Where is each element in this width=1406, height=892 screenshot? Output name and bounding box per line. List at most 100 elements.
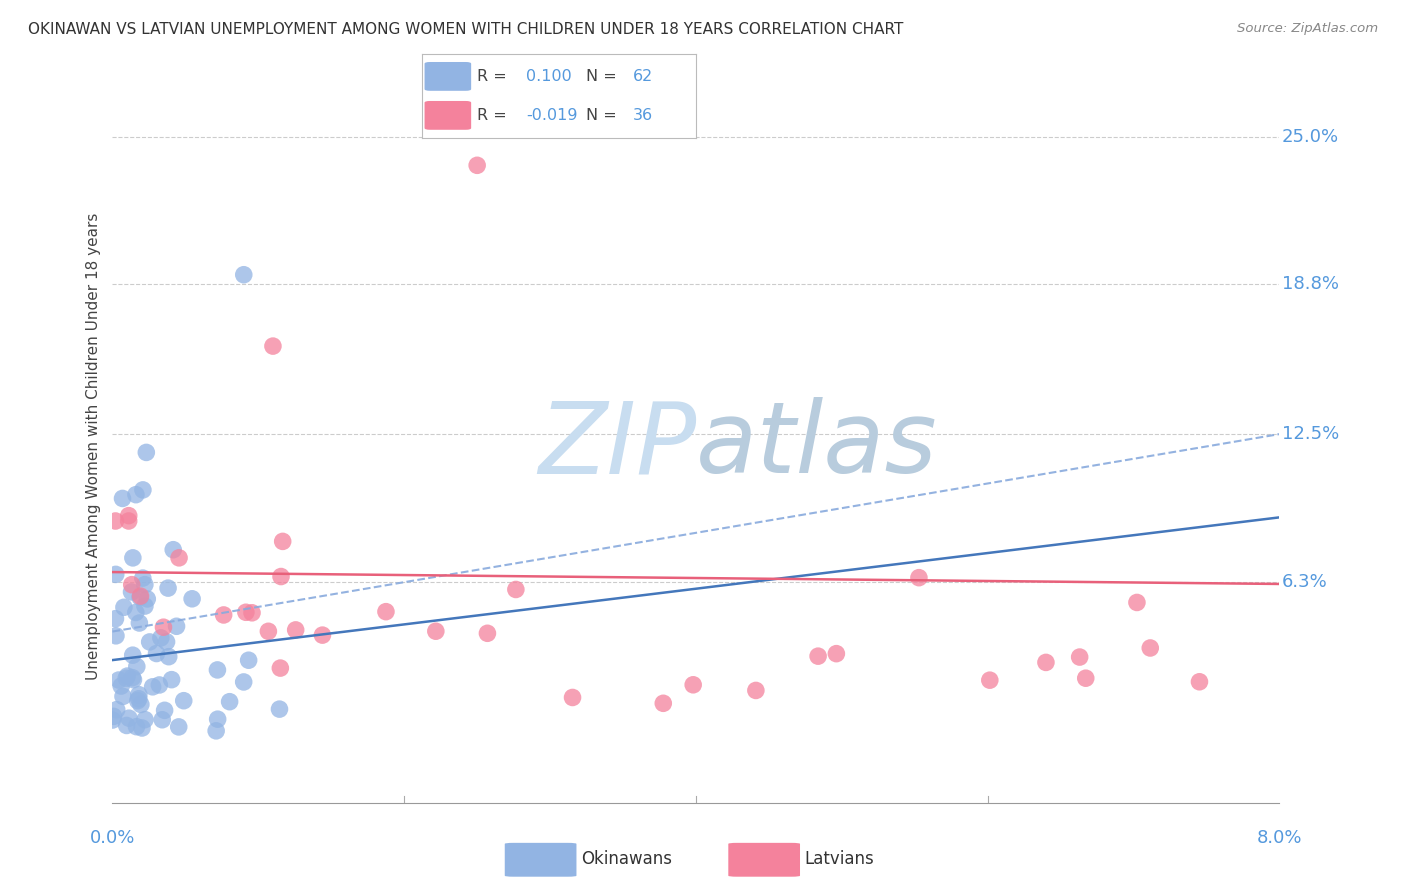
Point [132, 571, 155, 585]
Point [505, 582, 527, 597]
Y-axis label: Unemployment Among Women with Children Under 18 years: Unemployment Among Women with Children U… [86, 212, 101, 680]
Point [136, 591, 159, 606]
Point [153, 703, 176, 717]
Point [118, 514, 141, 528]
Text: 62: 62 [633, 69, 654, 84]
Text: 6.3%: 6.3% [1282, 573, 1327, 591]
Point [979, 673, 1001, 688]
Point [104, 612, 127, 626]
Point [745, 683, 768, 698]
Point [166, 619, 188, 633]
Point [270, 569, 292, 583]
Point [284, 623, 307, 637]
Point [157, 581, 180, 595]
Point [152, 620, 174, 634]
Point [561, 690, 583, 705]
Point [181, 591, 204, 606]
Point [232, 675, 254, 690]
Point [262, 339, 284, 353]
Point [652, 696, 675, 710]
Point [465, 158, 488, 172]
Point [121, 550, 143, 565]
Point [101, 713, 124, 727]
Point [128, 688, 150, 702]
Point [104, 514, 127, 528]
Point [477, 626, 499, 640]
Text: R =: R = [477, 108, 506, 123]
Text: 12.5%: 12.5% [1282, 425, 1339, 443]
Point [1035, 656, 1057, 670]
Point [145, 647, 167, 661]
Point [311, 628, 333, 642]
Point [235, 605, 257, 619]
Text: 36: 36 [633, 108, 652, 123]
Text: OKINAWAN VS LATVIAN UNEMPLOYMENT AMONG WOMEN WITH CHILDREN UNDER 18 YEARS CORREL: OKINAWAN VS LATVIAN UNEMPLOYMENT AMONG W… [28, 22, 904, 37]
Text: Latvians: Latvians [804, 849, 875, 868]
Point [155, 635, 177, 649]
Text: Okinawans: Okinawans [581, 849, 672, 868]
Point [682, 678, 704, 692]
Point [121, 585, 143, 599]
Point [908, 571, 931, 585]
Point [118, 508, 141, 523]
Point [121, 648, 143, 663]
Point [127, 694, 149, 708]
Point [107, 673, 129, 687]
Point [129, 589, 152, 603]
Text: 0.100: 0.100 [526, 69, 572, 84]
Text: -0.019: -0.019 [526, 108, 578, 123]
Point [125, 720, 148, 734]
Point [122, 673, 145, 687]
Point [104, 567, 127, 582]
FancyBboxPatch shape [425, 101, 471, 130]
Point [134, 577, 156, 591]
Point [125, 488, 148, 502]
Point [129, 591, 152, 605]
Point [375, 605, 398, 619]
Point [103, 709, 125, 723]
Point [118, 711, 141, 725]
Point [142, 680, 165, 694]
FancyBboxPatch shape [425, 62, 471, 91]
Point [105, 703, 128, 717]
Point [132, 483, 155, 497]
Point [269, 661, 291, 675]
Point [205, 723, 228, 738]
Point [131, 721, 153, 735]
Text: ZIP: ZIP [537, 398, 696, 494]
Text: R =: R = [477, 69, 506, 84]
Point [173, 694, 195, 708]
Point [115, 718, 138, 732]
Point [1139, 640, 1161, 655]
Point [125, 606, 148, 620]
Point [167, 720, 190, 734]
Point [125, 659, 148, 673]
Point [134, 599, 156, 613]
Text: 8.0%: 8.0% [1257, 830, 1302, 847]
Point [807, 649, 830, 664]
Text: N =: N = [586, 108, 617, 123]
Point [129, 698, 152, 712]
Point [121, 577, 143, 591]
Point [150, 713, 173, 727]
Point [207, 663, 229, 677]
Point [110, 679, 132, 693]
Point [138, 635, 160, 649]
Point [212, 607, 235, 622]
Text: 18.8%: 18.8% [1282, 276, 1339, 293]
Text: 25.0%: 25.0% [1282, 128, 1339, 145]
Text: N =: N = [586, 69, 617, 84]
Point [149, 631, 172, 645]
Point [238, 653, 260, 667]
Point [115, 671, 138, 685]
Point [128, 691, 150, 706]
Point [111, 690, 134, 704]
Point [232, 268, 254, 282]
Point [1074, 671, 1097, 685]
FancyBboxPatch shape [728, 843, 800, 877]
Point [1126, 595, 1149, 609]
Point [271, 534, 294, 549]
Point [104, 629, 127, 643]
Point [160, 673, 183, 687]
Text: Source: ZipAtlas.com: Source: ZipAtlas.com [1237, 22, 1378, 36]
